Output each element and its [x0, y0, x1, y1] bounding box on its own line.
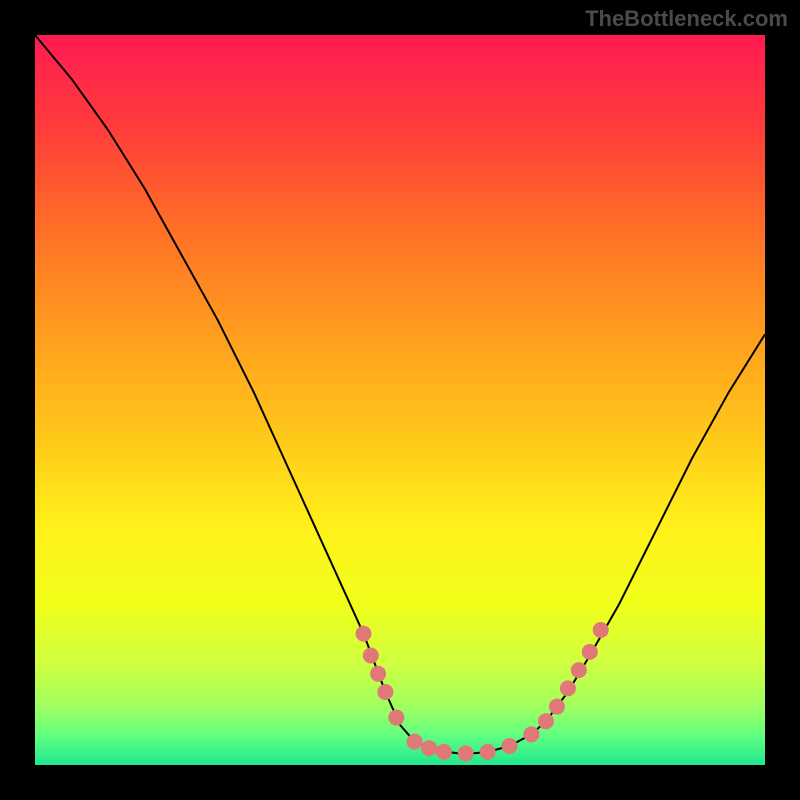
curve-marker — [377, 684, 393, 700]
curve-marker — [356, 626, 372, 642]
chart-background-gradient — [35, 35, 765, 765]
curve-marker — [458, 745, 474, 761]
curve-marker — [480, 744, 496, 760]
curve-marker — [502, 738, 518, 754]
curve-marker — [571, 662, 587, 678]
curve-marker — [363, 648, 379, 664]
curve-marker — [436, 744, 452, 760]
curve-marker — [582, 644, 598, 660]
curve-marker — [407, 734, 423, 750]
curve-marker — [593, 622, 609, 638]
curve-marker — [388, 710, 404, 726]
curve-marker — [421, 740, 437, 756]
curve-marker — [549, 699, 565, 715]
curve-marker — [538, 713, 554, 729]
chart-plot-area — [35, 35, 765, 765]
curve-marker — [523, 726, 539, 742]
curve-marker — [370, 666, 386, 682]
bottleneck-curve-chart — [35, 35, 765, 765]
page-root: TheBottleneck.com — [0, 0, 800, 800]
watermark-text: TheBottleneck.com — [585, 6, 788, 32]
curve-marker — [560, 680, 576, 696]
